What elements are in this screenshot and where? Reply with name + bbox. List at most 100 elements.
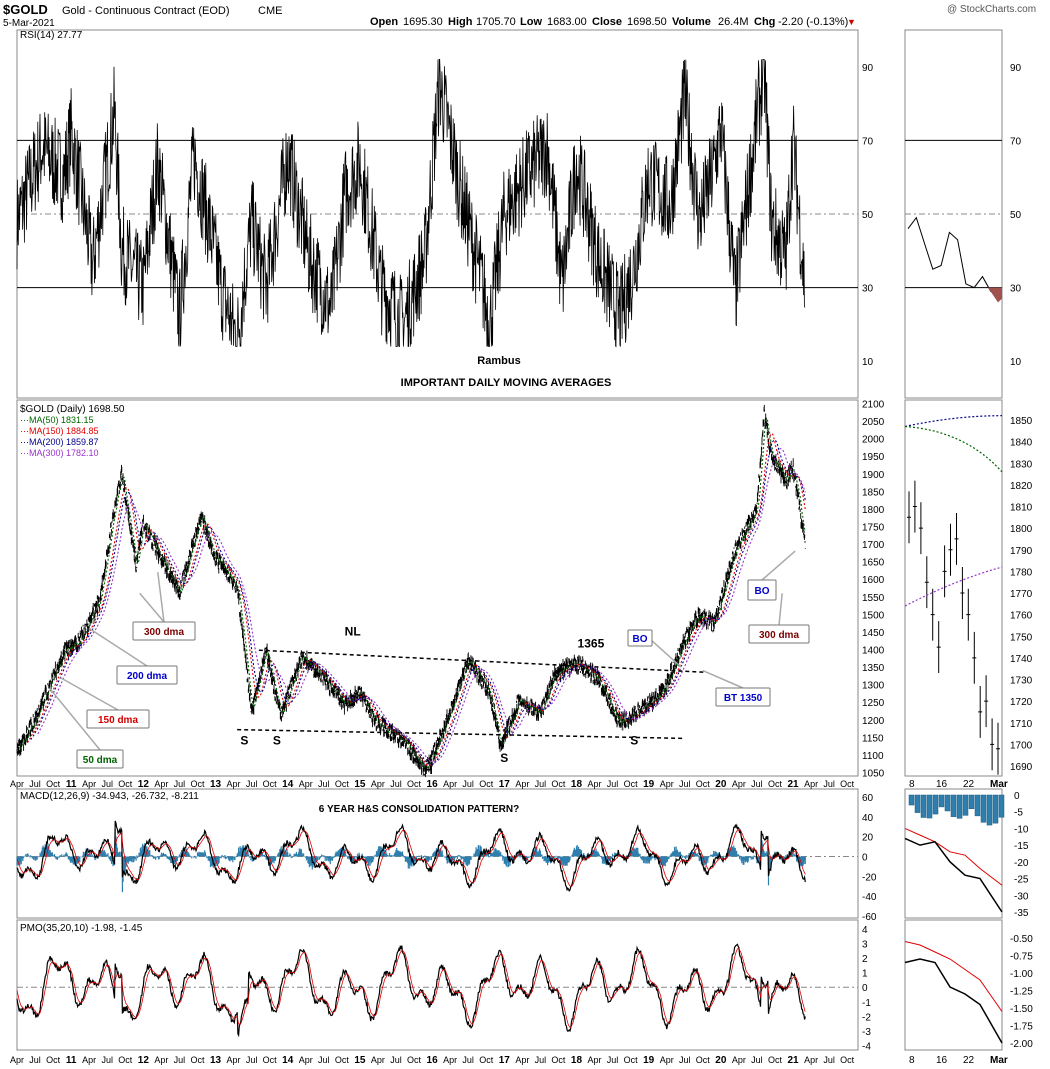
x-tick-label: Jul [174,779,186,789]
y-tick-label: 10 [1010,357,1022,368]
x-tick-label: Jul [390,779,402,789]
y-tick-label: 90 [1010,63,1022,74]
x-tick-label: 17 [499,779,511,790]
x-tick-label: Apr [515,779,529,789]
y-tick-label: 50 [1010,210,1022,221]
inset-frame-1 [904,399,1003,777]
inset-y-tick: 1760 [1010,611,1033,622]
macd-signal-line [16,829,806,887]
inset-macd-signal [904,827,1003,886]
callout-pointer-3 [48,687,101,751]
macd-line [16,820,806,893]
symbol-title: $GOLD [3,2,48,17]
legend-entry-1: ⋯MA(150) 1884.85 [20,426,99,436]
x-tick-label: Jul [751,779,763,789]
y-tick-label: 1100 [862,751,884,762]
x-tick-label: Jul [101,1055,113,1065]
y-tick-label: 0 [862,983,868,994]
legend-entry-3: ⋯MA(300) 1782.10 [20,448,99,458]
y-tick-label: -1 [862,998,871,1009]
callout-box-2 [86,709,150,729]
inset-x-tick: 22 [963,1055,975,1066]
x-tick-label: 15 [354,1055,366,1066]
callout-box-6 [748,624,810,644]
x-tick-label: Jul [29,779,41,789]
inset-y-tick: 1690 [1010,762,1033,773]
x-tick-label: 18 [571,779,583,790]
x-tick-label: Jul [679,779,691,789]
x-tick-label: Jul [390,1055,402,1065]
y-tick-label: 1950 [862,452,885,463]
x-tick-label: Oct [407,779,422,789]
inset-x-tick: 8 [909,779,915,790]
x-tick-label: Jul [318,1055,330,1065]
y-tick-label: 1500 [862,610,885,621]
inset-frame-2 [904,788,1003,919]
y-tick-label: 1 [862,969,868,980]
inset-y-tick: 1750 [1010,632,1033,643]
chg-value: -2.20 (-0.13%) [778,16,848,28]
x-tick-label: 17 [499,1055,511,1066]
callout-pointer-1 [88,627,148,667]
inset-y-tick: -20 [1014,858,1029,869]
callout-pointer-2 [59,676,119,711]
x-tick-label: Jul [679,1055,691,1065]
x-tick-label: Oct [840,779,855,789]
y-tick-label: 20 [862,833,874,844]
x-tick-label: Oct [840,1055,855,1065]
inset-x-tick: 16 [936,779,948,790]
callout-text-7: BT 1350 [724,693,763,704]
x-tick-label: Jul [462,1055,474,1065]
panel-frame-2 [16,788,859,919]
x-tick-label: 20 [715,779,727,790]
callout-text-1: 200 dma [127,671,167,682]
x-tick-label: Oct [118,1055,133,1065]
x-tick-label: Jul [318,779,330,789]
x-tick-label: 16 [427,1055,439,1066]
x-tick-label: Jul [462,779,474,789]
inset-y-tick: 1840 [1010,438,1033,449]
x-tick-label: Apr [660,1055,674,1065]
ma300-line [37,448,806,763]
inset-y-tick: -1.25 [1010,987,1033,998]
x-tick-label: Oct [46,1055,61,1065]
y-tick-label: 1600 [862,575,885,586]
x-tick-label: 16 [427,779,439,790]
pattern-annotation-3: S [273,733,281,747]
pmo-signal-line [16,947,806,1029]
x-tick-label: Oct [263,779,278,789]
x-tick-label: Oct [768,1055,783,1065]
x-tick-label: Apr [588,779,602,789]
rsi-inset-oversold-fill [988,287,1002,303]
inset-y-tick: -25 [1014,875,1029,886]
inset-y-tick: 1710 [1010,719,1033,730]
x-tick-label: Jul [246,1055,258,1065]
x-tick-label: Apr [732,1055,746,1065]
x-tick-label: Jul [29,1055,41,1065]
y-tick-label: 1450 [862,628,885,639]
y-tick-label: 1250 [862,698,885,709]
callout-box-5 [747,579,777,601]
x-tick-label: Oct [407,1055,422,1065]
inset-x-tick: Mar [990,779,1008,790]
x-tick-label: Apr [154,1055,168,1065]
inset-y-tick: 1810 [1010,503,1033,514]
inset-y-tick: 1740 [1010,654,1033,665]
x-tick-label: Apr [82,1055,96,1065]
x-tick-label: 19 [643,1055,655,1066]
inset-y-tick: -5 [1014,808,1023,819]
inset-frame-3 [904,919,1003,1051]
y-tick-label: 2 [862,954,868,965]
y-tick-label: 3 [862,939,868,950]
x-tick-label: Oct [46,779,61,789]
x-tick-label: Apr [10,1055,24,1065]
inset-y-tick: -15 [1014,841,1029,852]
inset-y-tick: 1830 [1010,459,1033,470]
x-tick-label: Apr [82,779,96,789]
x-tick-label: Apr [371,779,385,789]
x-tick-label: Jul [607,779,619,789]
callout-box-4 [627,629,653,647]
inset-x-tick: Mar [990,1055,1008,1066]
inset-y-tick: -1.50 [1010,1004,1033,1015]
